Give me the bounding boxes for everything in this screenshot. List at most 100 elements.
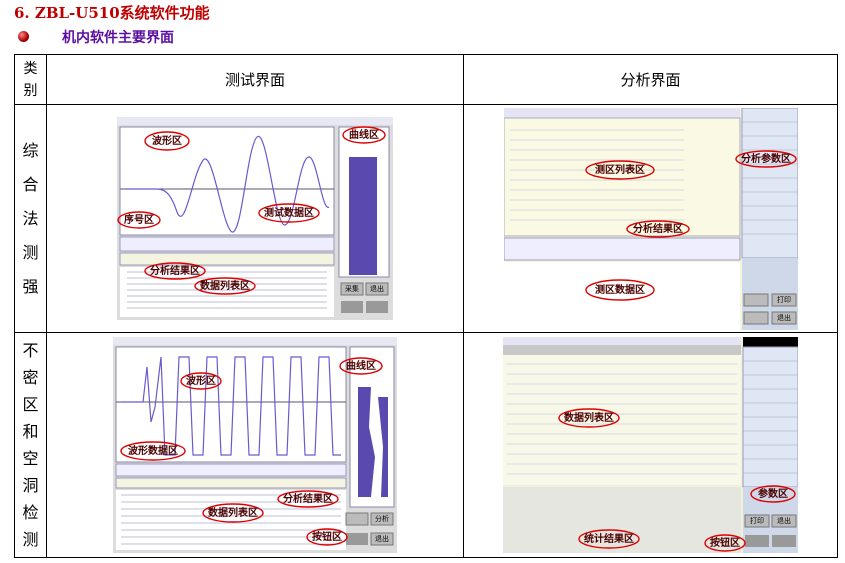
screen-shape (306, 528, 348, 546)
callout: 波形数据区 (128, 444, 178, 457)
callout: 按钮区 (312, 530, 342, 543)
screen-shape (341, 301, 363, 313)
screen-shape (503, 107, 740, 118)
image-cell: 打印 退出 数据列表区 参数区 统计结果区 按钮区 (463, 332, 838, 558)
screen-shape (741, 107, 798, 258)
screen-shape (771, 514, 797, 528)
screen-shape (507, 363, 737, 475)
screen-shape (584, 278, 655, 301)
heading: 6. ZBL-U510系统软件功能 (14, 4, 210, 22)
screen-shape (503, 345, 741, 355)
screen-shape (750, 485, 796, 503)
screen-shape (340, 282, 364, 296)
header-cell: 测试界面 (46, 54, 464, 105)
screen-shape (734, 149, 797, 168)
screen-shape (503, 337, 741, 345)
screen-shape (743, 360, 798, 474)
subheading: 机内软件主要界面 (62, 30, 174, 46)
screen-shape (503, 487, 741, 553)
callout: 数据列表区 (200, 279, 250, 292)
image-cell: 打印 退出 测区列表区 分析参数区 分析结果区 测区数据区 (463, 104, 838, 333)
callout: 曲线区 (346, 359, 376, 372)
screen-shape (509, 129, 684, 220)
screen-shape (125, 136, 330, 233)
screen-shape (202, 503, 264, 523)
screen-shape (119, 252, 335, 266)
screen-shape (194, 277, 256, 295)
screen-shape (584, 159, 655, 180)
screen-shape (121, 494, 341, 545)
header-cell: 类别 (14, 54, 47, 105)
screen-shape (704, 534, 746, 552)
callout: 参数区 (758, 487, 788, 500)
screen-shape (741, 121, 798, 234)
callout: 分析结果区 (633, 222, 683, 235)
screen-shape (503, 355, 741, 485)
image-cell: 分析 退出 波形区 曲线区 波形数据区 分析结果区 数据列表区 按钮区 (46, 332, 464, 558)
test-screen: 分析 退出 波形区 曲线区 波形数据区 分析结果区 数据列表区 按钮区 (113, 337, 397, 553)
analysis-screen: 打印 退出 测区列表区 分析参数区 分析结果区 测区数据区 (503, 107, 798, 330)
callout: 测区数据区 (595, 283, 645, 296)
callout: 按钮区 (710, 536, 740, 549)
test-screen: 采集 退出 波形区 曲线区 序号区 测试数据区 分析结果区 数据列表区 (117, 117, 393, 320)
screen-shape (120, 441, 186, 461)
category-cell: 不密区和空洞检测 (14, 332, 47, 558)
screen-shape (625, 219, 690, 238)
button: 打印 (777, 295, 791, 304)
screen-shape (366, 301, 388, 313)
screen-shape (365, 282, 389, 296)
screen-shape (144, 262, 206, 280)
table: 类别 测试界面 分析界面 综合法测强 采集 退出 波形区 曲线区 序号区 测试数… (14, 54, 838, 558)
button: 分析 (375, 514, 389, 523)
screen-shape (180, 372, 222, 390)
button: 退出 (777, 313, 791, 322)
screen-shape (277, 490, 339, 508)
screen-shape (772, 535, 796, 547)
callout: 分析结果区 (150, 264, 200, 277)
callout: 分析参数区 (741, 152, 791, 165)
callout: 统计结果区 (584, 532, 634, 545)
screen-shape (119, 236, 335, 252)
screen-shape (120, 267, 334, 317)
category: 综合法测强 (22, 140, 39, 296)
callout: 序号区 (124, 213, 154, 226)
screen-shape (558, 408, 620, 428)
screen-shape (358, 387, 375, 497)
screen-shape (378, 397, 388, 497)
screen-shape (346, 533, 368, 545)
screen-shape (743, 293, 768, 306)
category-cell: 综合法测强 (14, 104, 47, 333)
callout: 曲线区 (349, 128, 379, 141)
callout: 测试数据区 (264, 206, 314, 219)
callout: 分析结果区 (283, 492, 333, 505)
screen-shape (342, 126, 386, 144)
callout: 测区列表区 (595, 163, 645, 176)
bullet (18, 31, 29, 42)
header: 类别 (23, 60, 38, 99)
screen-shape (503, 117, 740, 236)
button: 退出 (777, 516, 791, 525)
header-cell: 分析界面 (463, 54, 838, 105)
callout: 数据列表区 (564, 411, 614, 424)
screen-shape (144, 131, 190, 151)
screen-shape (339, 357, 383, 375)
screen-shape (370, 532, 394, 546)
screen-shape (743, 337, 798, 347)
analysis-screen: 打印 退出 数据列表区 参数区 统计结果区 按钮区 (503, 337, 798, 553)
screen-shape (771, 311, 796, 324)
screen-shape (121, 356, 341, 456)
button: 打印 (750, 516, 764, 525)
screen-shape (117, 211, 161, 229)
callout: 波形区 (186, 374, 216, 387)
button: 退出 (375, 534, 389, 543)
screen-shape (771, 293, 796, 306)
button: 退出 (370, 284, 384, 293)
screen-shape (578, 529, 640, 549)
screen-shape (345, 512, 369, 526)
screen-shape (115, 463, 347, 477)
screen-shape (113, 337, 397, 345)
category: 不密区和空洞检测 (22, 341, 39, 549)
screen-shape (115, 477, 347, 489)
screen-shape (503, 261, 740, 330)
